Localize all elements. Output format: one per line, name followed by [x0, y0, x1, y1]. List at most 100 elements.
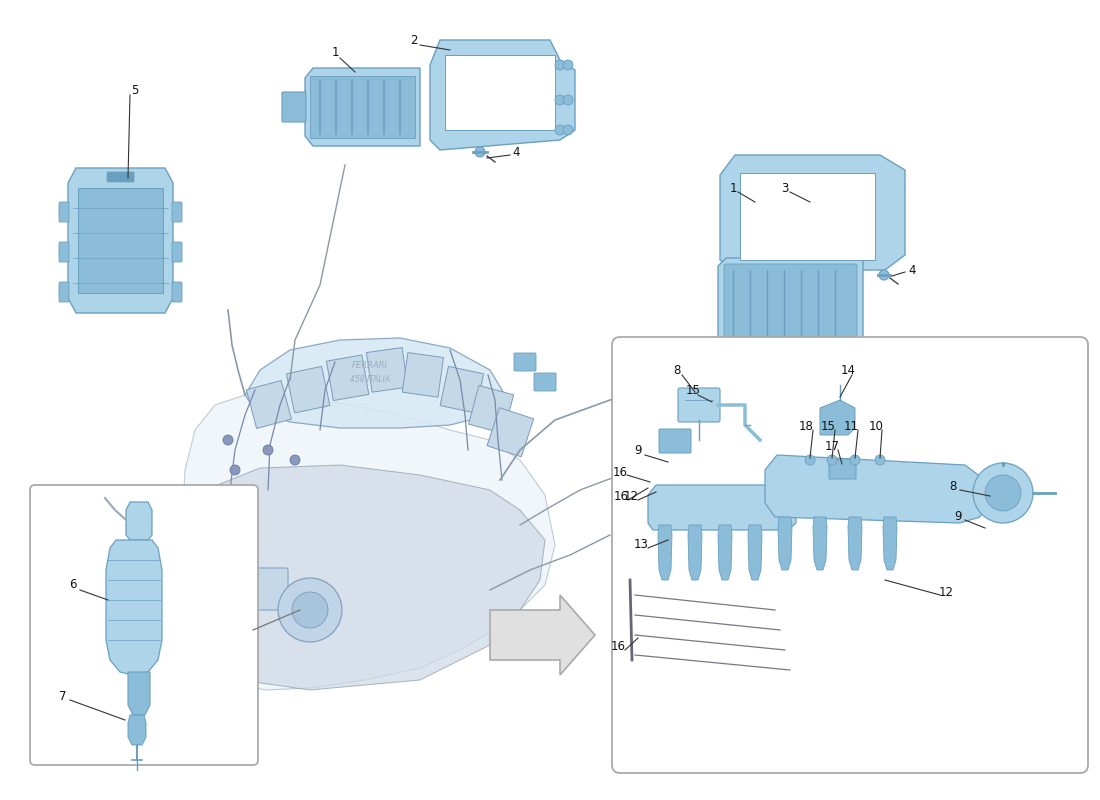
Polygon shape: [327, 355, 368, 401]
Text: 17: 17: [825, 439, 839, 453]
Circle shape: [874, 455, 886, 465]
Polygon shape: [688, 525, 702, 580]
Circle shape: [850, 455, 860, 465]
Text: 3: 3: [781, 182, 789, 194]
Polygon shape: [718, 525, 732, 580]
Polygon shape: [246, 381, 292, 429]
Polygon shape: [487, 408, 534, 457]
FancyBboxPatch shape: [59, 242, 69, 262]
Polygon shape: [128, 715, 146, 745]
Text: 4: 4: [909, 263, 915, 277]
Polygon shape: [403, 353, 443, 397]
Circle shape: [563, 125, 573, 135]
Polygon shape: [183, 395, 556, 690]
Text: 15: 15: [821, 419, 835, 433]
Text: 6: 6: [69, 578, 77, 591]
Circle shape: [827, 455, 837, 465]
Polygon shape: [469, 386, 514, 434]
Circle shape: [230, 465, 240, 475]
Text: 1: 1: [729, 182, 737, 194]
FancyBboxPatch shape: [172, 242, 182, 262]
FancyBboxPatch shape: [659, 429, 691, 453]
Polygon shape: [490, 595, 595, 675]
Circle shape: [556, 95, 565, 105]
FancyBboxPatch shape: [514, 353, 536, 371]
Text: 11: 11: [844, 419, 858, 433]
Text: 16: 16: [614, 490, 628, 503]
Text: 14: 14: [840, 363, 856, 377]
Polygon shape: [440, 366, 484, 413]
FancyBboxPatch shape: [534, 373, 556, 391]
Circle shape: [563, 60, 573, 70]
Text: 9: 9: [955, 510, 961, 523]
Text: 8: 8: [673, 363, 681, 377]
Polygon shape: [430, 40, 575, 150]
Polygon shape: [68, 168, 173, 313]
Circle shape: [563, 95, 573, 105]
FancyBboxPatch shape: [829, 459, 856, 479]
Text: 18: 18: [799, 419, 813, 433]
FancyBboxPatch shape: [724, 264, 857, 352]
Circle shape: [290, 455, 300, 465]
FancyBboxPatch shape: [59, 282, 69, 302]
Polygon shape: [848, 517, 862, 570]
Text: 13: 13: [634, 538, 648, 551]
FancyBboxPatch shape: [172, 282, 182, 302]
Polygon shape: [764, 455, 990, 523]
FancyBboxPatch shape: [678, 388, 721, 422]
Polygon shape: [718, 258, 864, 358]
Circle shape: [278, 578, 342, 642]
Polygon shape: [78, 188, 163, 293]
Polygon shape: [778, 517, 792, 570]
FancyBboxPatch shape: [172, 202, 182, 222]
Polygon shape: [310, 76, 415, 138]
FancyBboxPatch shape: [246, 568, 288, 610]
Text: 10: 10: [869, 419, 883, 433]
Circle shape: [556, 125, 565, 135]
Circle shape: [263, 445, 273, 455]
Polygon shape: [245, 338, 505, 428]
Text: 9: 9: [635, 445, 641, 458]
Circle shape: [974, 463, 1033, 523]
Polygon shape: [740, 173, 874, 260]
Text: 12: 12: [938, 586, 954, 598]
Text: 15: 15: [685, 385, 701, 398]
Text: 4: 4: [513, 146, 519, 159]
Polygon shape: [820, 400, 855, 435]
Text: 8: 8: [949, 481, 957, 494]
Polygon shape: [813, 517, 827, 570]
Polygon shape: [648, 485, 796, 530]
Polygon shape: [366, 347, 408, 392]
FancyBboxPatch shape: [59, 202, 69, 222]
Text: 12: 12: [624, 490, 638, 503]
Text: 7: 7: [59, 690, 67, 703]
Text: 5: 5: [131, 83, 139, 97]
Text: 16: 16: [613, 466, 627, 478]
Text: 458 ITALIA: 458 ITALIA: [350, 375, 390, 385]
FancyBboxPatch shape: [197, 557, 248, 618]
Polygon shape: [128, 672, 150, 715]
Circle shape: [879, 270, 889, 280]
Circle shape: [292, 592, 328, 628]
Circle shape: [475, 147, 485, 157]
Polygon shape: [126, 502, 152, 540]
Text: 2: 2: [410, 34, 418, 47]
Polygon shape: [883, 517, 896, 570]
FancyBboxPatch shape: [282, 92, 306, 122]
Polygon shape: [190, 465, 544, 690]
FancyBboxPatch shape: [107, 172, 134, 182]
FancyBboxPatch shape: [30, 485, 258, 765]
Text: 1: 1: [331, 46, 339, 59]
Polygon shape: [106, 540, 162, 675]
Polygon shape: [748, 525, 762, 580]
Polygon shape: [720, 155, 905, 270]
Polygon shape: [658, 525, 672, 580]
Text: FERRARI: FERRARI: [352, 361, 388, 370]
Circle shape: [984, 475, 1021, 511]
Text: 16: 16: [610, 641, 626, 654]
Circle shape: [805, 455, 815, 465]
Polygon shape: [286, 366, 330, 413]
Circle shape: [556, 60, 565, 70]
FancyBboxPatch shape: [612, 337, 1088, 773]
Polygon shape: [446, 55, 556, 130]
